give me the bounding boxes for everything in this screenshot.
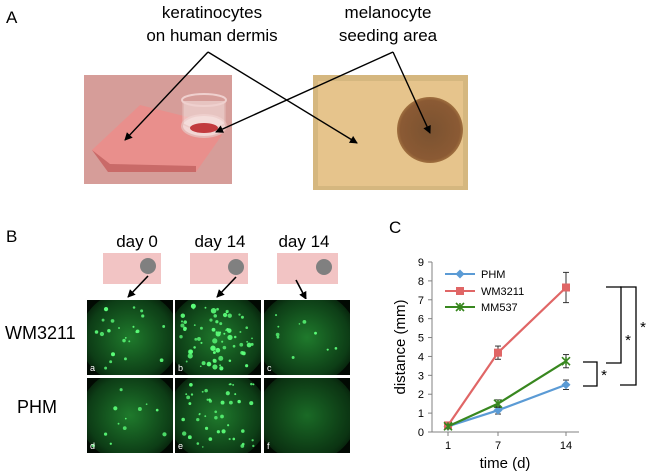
y-tick-label: 4 (418, 351, 424, 363)
data-point (493, 399, 503, 409)
data-point (562, 283, 570, 292)
significance-star: * (625, 332, 631, 349)
label-melanocyte-line1: melanocyte (345, 3, 432, 22)
series-line (447, 383, 567, 428)
significance-star: * (640, 319, 646, 336)
legend-item-mm537: MM537 (445, 302, 518, 314)
y-tick-label: 6 (418, 314, 424, 326)
data-point (561, 356, 571, 366)
data-point (443, 421, 453, 431)
series-line (447, 360, 567, 428)
y-tick-label: 3 (418, 370, 424, 382)
schematic-2 (190, 253, 248, 284)
data-point (493, 405, 503, 415)
arrow-keratinocytes-to-right-photo (207, 51, 358, 144)
schematic-arrow-2 (216, 276, 237, 298)
legend-item-wm3211: WM3211 (445, 286, 524, 298)
panel-a: A keratinocytes on human dermis melanocy… (6, 3, 468, 190)
tile-letter-b: b (178, 363, 183, 373)
data-point (561, 380, 571, 390)
y-tick-label: 0 (418, 427, 424, 439)
row-label-phm: PHM (17, 397, 57, 417)
photo-seeding-area (313, 75, 468, 190)
y-axis-title: distance (mm) (392, 299, 409, 394)
series-mm537 (443, 354, 571, 431)
data-point (455, 302, 465, 312)
tile-letter-a: a (90, 363, 95, 373)
line-chart: 0 1 2 3 4 5 6 7 8 9 1 7 14 time (d) distance (mm) PHM WM… (392, 257, 646, 472)
arrow-melanocyte-to-right-photo (392, 51, 431, 134)
data-point (456, 287, 464, 295)
row-label-wm3211: WM3211 (5, 323, 76, 343)
x-tick-label: 1 (445, 440, 451, 452)
arrow-melanocyte-to-left-photo (215, 51, 394, 133)
schematic-arrow-3 (295, 279, 307, 300)
schematic-3 (277, 253, 338, 284)
y-tick-label: 5 (418, 333, 424, 345)
tile-letter-c: c (267, 363, 272, 373)
y-tick-label: 2 (418, 389, 424, 401)
microscopy-tile-a: a (87, 300, 173, 375)
photo-keratinocytes (84, 75, 232, 184)
column-header-3: day 14 (278, 232, 329, 251)
bracket-wm3211-mm537 (606, 286, 622, 364)
microscopy-tile-c: c (264, 300, 350, 375)
y-tick-label: 7 (418, 295, 424, 307)
tile-letter-f: f (267, 441, 270, 451)
label-keratinocytes-line2: on human dermis (146, 26, 277, 45)
bracket-wm3211-phm (620, 286, 637, 386)
label-keratinocytes-line1: keratinocytes (162, 3, 262, 22)
data-point (455, 269, 465, 279)
legend-label: MM537 (481, 302, 518, 314)
legend: PHM WM3211 MM537 (445, 269, 524, 314)
microscopy-tile-f: f (264, 378, 350, 453)
arrow-keratinocytes-to-left-photo (124, 51, 209, 141)
legend-label: PHM (481, 269, 505, 281)
significance-brackets: * * * (583, 286, 646, 387)
legend-label: WM3211 (481, 286, 524, 298)
microscopy-tile-b: b (175, 300, 261, 375)
x-tick-label: 14 (560, 440, 572, 452)
y-tick-label: 9 (418, 257, 424, 269)
panel-c-letter: C (389, 218, 401, 237)
column-header-1: day 0 (116, 232, 158, 251)
x-axis-title: time (d) (480, 455, 531, 472)
schematic-arrow-1 (127, 275, 149, 298)
panel-b: B day 0 day 14 day 14 WM3211 PHM a b c d e f (5, 227, 350, 454)
label-melanocyte-line2: seeding area (339, 26, 438, 45)
legend-item-phm: PHM (445, 269, 505, 281)
column-header-2: day 14 (194, 232, 245, 251)
microscopy-tile-d: d (87, 378, 173, 453)
bracket-mm537-phm (583, 361, 598, 387)
significance-star: * (601, 367, 607, 384)
microscopy-tile-e: e (175, 378, 261, 453)
y-tick-label: 1 (418, 408, 424, 420)
data-point (494, 348, 502, 357)
panel-a-letter: A (6, 8, 18, 27)
schematic-1 (103, 253, 161, 284)
y-tick-label: 8 (418, 276, 424, 288)
panel-c: C 0 1 2 3 4 5 6 7 8 9 1 7 14 time (d) distance (mm) PHM… (389, 218, 646, 472)
tile-letter-e: e (178, 441, 183, 451)
tile-letter-d: d (90, 441, 95, 451)
panel-b-letter: B (6, 227, 17, 246)
x-tick-label: 7 (495, 440, 501, 452)
